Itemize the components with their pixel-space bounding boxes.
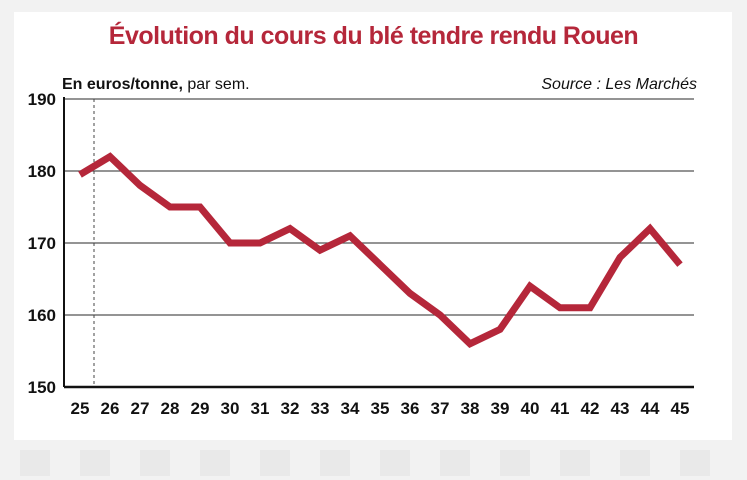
- x-tick-label-34: 34: [341, 399, 360, 418]
- data-point-week-26: [107, 153, 114, 160]
- source-label: Source : Les Marchés: [541, 76, 697, 93]
- unit-label: En euros/tonne, par sem.: [62, 76, 250, 94]
- unit-label-bold: En euros/tonne,: [62, 76, 183, 93]
- x-tick-label-27: 27: [131, 399, 150, 418]
- x-tick-label-30: 30: [221, 399, 240, 418]
- x-tick-label-25: 25: [71, 399, 90, 418]
- x-tick-label-28: 28: [161, 399, 180, 418]
- data-point-week-39: [497, 326, 504, 333]
- data-point-week-44: [647, 225, 654, 232]
- data-point-week-42: [587, 304, 594, 311]
- data-point-week-33: [317, 247, 324, 254]
- x-tick-label-39: 39: [491, 399, 510, 418]
- x-tick-label-43: 43: [611, 399, 630, 418]
- y-tick-label-180: 180: [28, 162, 56, 181]
- chart-title: Évolution du cours du blé tendre rendu R…: [108, 22, 639, 50]
- series-line: [78, 152, 683, 349]
- cut-off-text-strip: [20, 450, 720, 476]
- x-tick-label-29: 29: [191, 399, 210, 418]
- y-tick-label-150: 150: [28, 378, 56, 397]
- data-point-week-32: [287, 225, 294, 232]
- x-tick-label-36: 36: [401, 399, 420, 418]
- y-tick-label-170: 170: [28, 234, 56, 253]
- y-tick-label-190: 190: [28, 90, 56, 109]
- data-point-week-45: [677, 261, 684, 268]
- data-point-week-36: [407, 290, 414, 297]
- x-tick-label-41: 41: [551, 399, 570, 418]
- data-point-week-41: [557, 304, 564, 311]
- x-tick-label-31: 31: [251, 399, 270, 418]
- data-point-week-40: [527, 283, 534, 290]
- data-point-week-28: [167, 204, 174, 211]
- x-tick-label-32: 32: [281, 399, 300, 418]
- x-tick-label-33: 33: [311, 399, 330, 418]
- data-point-week-43: [617, 254, 624, 261]
- data-point-week-25: [77, 171, 84, 178]
- unit-label-rest: par sem.: [182, 76, 250, 93]
- data-point-week-38: [467, 340, 474, 347]
- x-tick-label-26: 26: [101, 399, 120, 418]
- data-point-week-34: [347, 232, 354, 239]
- x-tick-label-38: 38: [461, 399, 480, 418]
- data-point-week-37: [437, 312, 444, 319]
- y-tick-label-160: 160: [28, 306, 56, 325]
- data-point-week-35: [377, 261, 384, 268]
- data-point-week-30: [227, 240, 234, 247]
- x-tick-label-40: 40: [521, 399, 540, 418]
- x-tick-label-42: 42: [581, 399, 600, 418]
- x-tick-label-35: 35: [371, 399, 390, 418]
- data-point-week-29: [197, 204, 204, 211]
- data-point-week-27: [137, 182, 144, 189]
- data-point-week-31: [257, 240, 264, 247]
- x-tick-label-45: 45: [671, 399, 690, 418]
- x-tick-label-44: 44: [641, 399, 660, 418]
- x-tick-label-37: 37: [431, 399, 450, 418]
- chart-card: [14, 12, 732, 440]
